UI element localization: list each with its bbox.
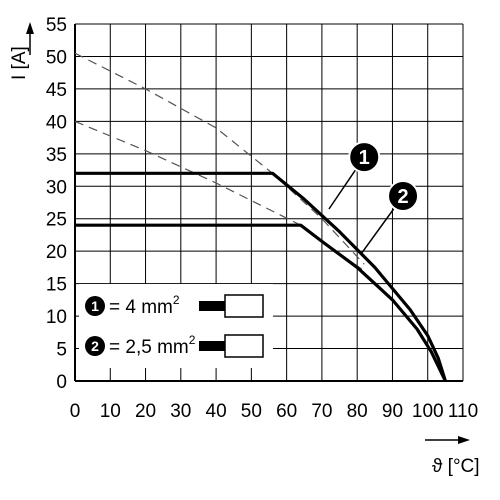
- legend-wire-core-1: [199, 301, 225, 311]
- legend-wire-ferrule-1: [224, 294, 264, 318]
- x-tick-label: 30: [170, 401, 191, 422]
- legend-marker-label: 2: [91, 338, 99, 354]
- y-axis-label-group: I [A]: [9, 22, 34, 80]
- x-tick-label: 0: [70, 401, 81, 422]
- x-tick-label: 60: [276, 401, 297, 422]
- x-tick-label: 50: [241, 401, 262, 422]
- dashed-curve-2: [74, 120, 365, 272]
- x-axis-label-group: ϑ [°C]: [425, 436, 480, 477]
- x-axis-label: ϑ [°C]: [432, 456, 480, 477]
- legend-entry-sup: 2: [173, 293, 180, 307]
- y-tick-label: 40: [46, 112, 67, 133]
- dashed-curve-1: [74, 52, 365, 265]
- annotation-marker-2: [387, 180, 420, 213]
- y-tick-label: 55: [46, 15, 67, 36]
- y-axis-arrow-head: [26, 22, 34, 34]
- legend-entry-1: = 4 mm2: [109, 293, 180, 318]
- x-tick-label: 10: [100, 401, 121, 422]
- x-tick-label: 40: [206, 401, 227, 422]
- solid-curve-2: [75, 223, 447, 382]
- y-tick-label: 25: [46, 210, 67, 231]
- annotation-marker-label: 2: [397, 186, 408, 208]
- legend-wire-core-2: [199, 341, 225, 351]
- annotation-marker-1: [348, 141, 381, 174]
- y-tick-label: 15: [46, 275, 67, 296]
- y-tick-label: 35: [46, 145, 67, 166]
- x-axis-arrow-head: [458, 436, 470, 444]
- annotation-marker-label: 1: [359, 147, 370, 169]
- legend-marker-1: [85, 296, 105, 316]
- y-tick-label: 10: [46, 307, 67, 328]
- legend-marker-label: 1: [91, 298, 99, 314]
- dashed-curves: [74, 52, 365, 272]
- y-tick-label: 45: [46, 80, 67, 101]
- ticks: 0 10 20 30 40 50 60 70 80 90 100 110 0 5 10 15 20 25 30 35 4…: [46, 15, 478, 422]
- y-tick-label: 0: [56, 372, 67, 393]
- legend-entry-2: = 2,5 mm2: [109, 333, 196, 358]
- annotations: 12: [328, 141, 420, 255]
- x-tick-label: 90: [382, 401, 403, 422]
- legend-entry-sup: 2: [189, 333, 196, 347]
- x-tick-label: 80: [347, 401, 368, 422]
- solid-curve-1: [75, 171, 447, 382]
- y-tick-label: 20: [46, 242, 67, 263]
- legend-marker-2: [85, 336, 105, 356]
- x-tick-label: 100: [412, 401, 444, 422]
- y-axis-label: I [A]: [9, 46, 30, 80]
- legend-wire-ferrule-2: [224, 334, 264, 358]
- x-tick-label: 20: [135, 401, 156, 422]
- x-tick-label: 110: [448, 401, 478, 422]
- solid-curves: [75, 171, 447, 382]
- x-tick-label: 70: [311, 401, 332, 422]
- y-tick-label: 50: [46, 47, 67, 68]
- y-tick-label: 30: [46, 177, 67, 198]
- y-tick-label: 5: [56, 340, 67, 361]
